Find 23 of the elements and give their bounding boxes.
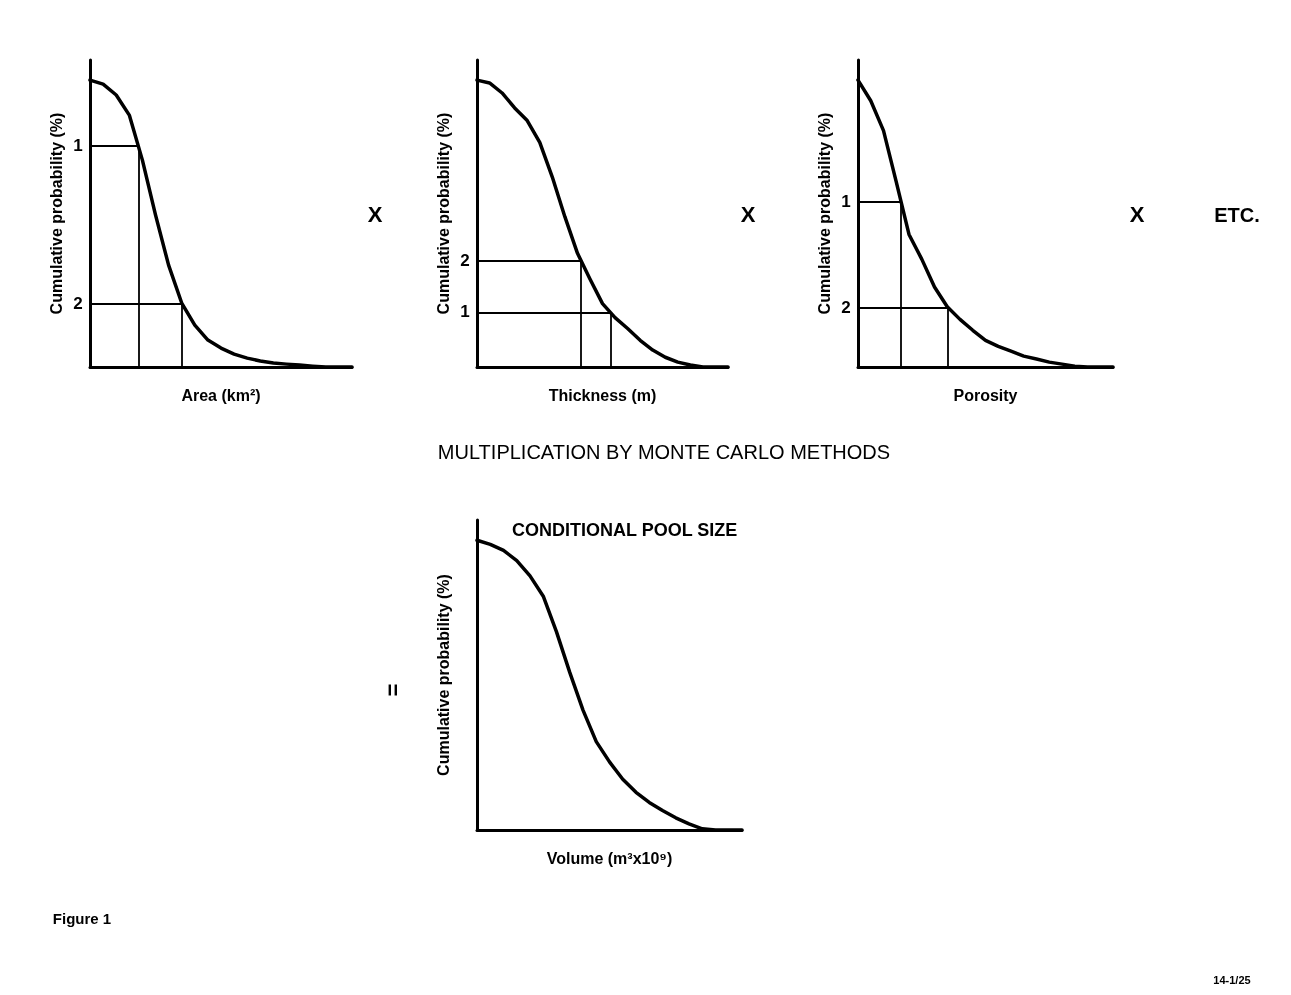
text: 2 <box>73 293 83 314</box>
y-axis-title: Cumulative probability (%) <box>434 112 452 315</box>
text: X <box>1129 202 1145 228</box>
text: 1 <box>460 302 470 323</box>
x-axis-title: Area (km²) <box>181 386 261 404</box>
text: ETC. <box>1214 203 1260 227</box>
text: 2 <box>841 297 851 318</box>
text: X <box>740 202 756 228</box>
y-axis-title: Cumulative probability (%) <box>47 112 65 315</box>
text: = <box>379 683 405 697</box>
y-axis-title: Cumulative probability (%) <box>815 112 833 315</box>
text: X <box>367 202 383 228</box>
y-axis-title: Cumulative probability (%) <box>434 574 452 776</box>
text: 14-1/25 <box>1213 974 1251 986</box>
text: 1 <box>841 191 851 212</box>
caption: Figure 1 <box>52 909 112 927</box>
text: MULTIPLICATION BY MONTE CARLO METHODS <box>437 440 891 464</box>
x-axis-title: Porosity <box>953 386 1018 404</box>
text: 2 <box>460 250 470 271</box>
chart-title: CONDITIONAL POOL SIZE <box>512 520 738 540</box>
x-axis-title: Volume (m³x10⁹) <box>546 849 673 867</box>
x-axis-title: Thickness (m) <box>548 386 657 404</box>
text: 1 <box>73 136 83 157</box>
